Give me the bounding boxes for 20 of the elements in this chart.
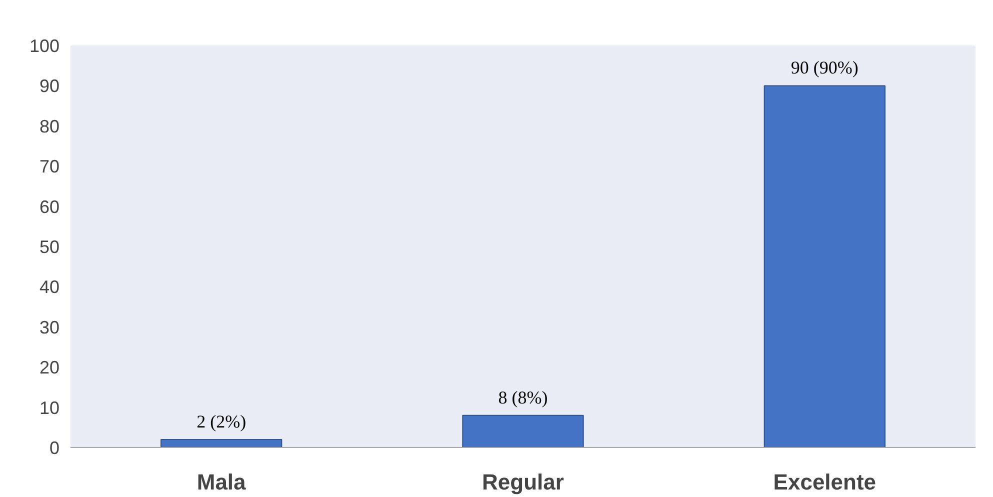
y-tick-label: 40 <box>39 277 60 298</box>
y-tick-label: 50 <box>39 237 60 257</box>
y-tick-label: 90 <box>39 76 60 96</box>
y-tick-label: 10 <box>39 398 60 418</box>
x-tick-label: Regular <box>482 470 564 494</box>
data-label: 8 (8%) <box>498 387 548 408</box>
x-tick-label: Excelente <box>773 470 876 494</box>
y-tick-label: 20 <box>39 358 60 378</box>
data-label: 90 (90%) <box>790 58 858 78</box>
y-tick-label: 60 <box>39 196 60 217</box>
y-tick-label: 100 <box>29 36 60 56</box>
x-tick-label: Mala <box>196 470 247 494</box>
y-tick-label: 70 <box>39 156 60 177</box>
data-label: 2 (2%) <box>196 411 246 432</box>
y-tick-label: 0 <box>49 438 60 458</box>
bar <box>160 438 282 448</box>
y-tick-label: 30 <box>39 317 60 338</box>
y-tick-label: 80 <box>39 116 60 136</box>
bar <box>462 414 584 448</box>
bar <box>764 85 886 448</box>
